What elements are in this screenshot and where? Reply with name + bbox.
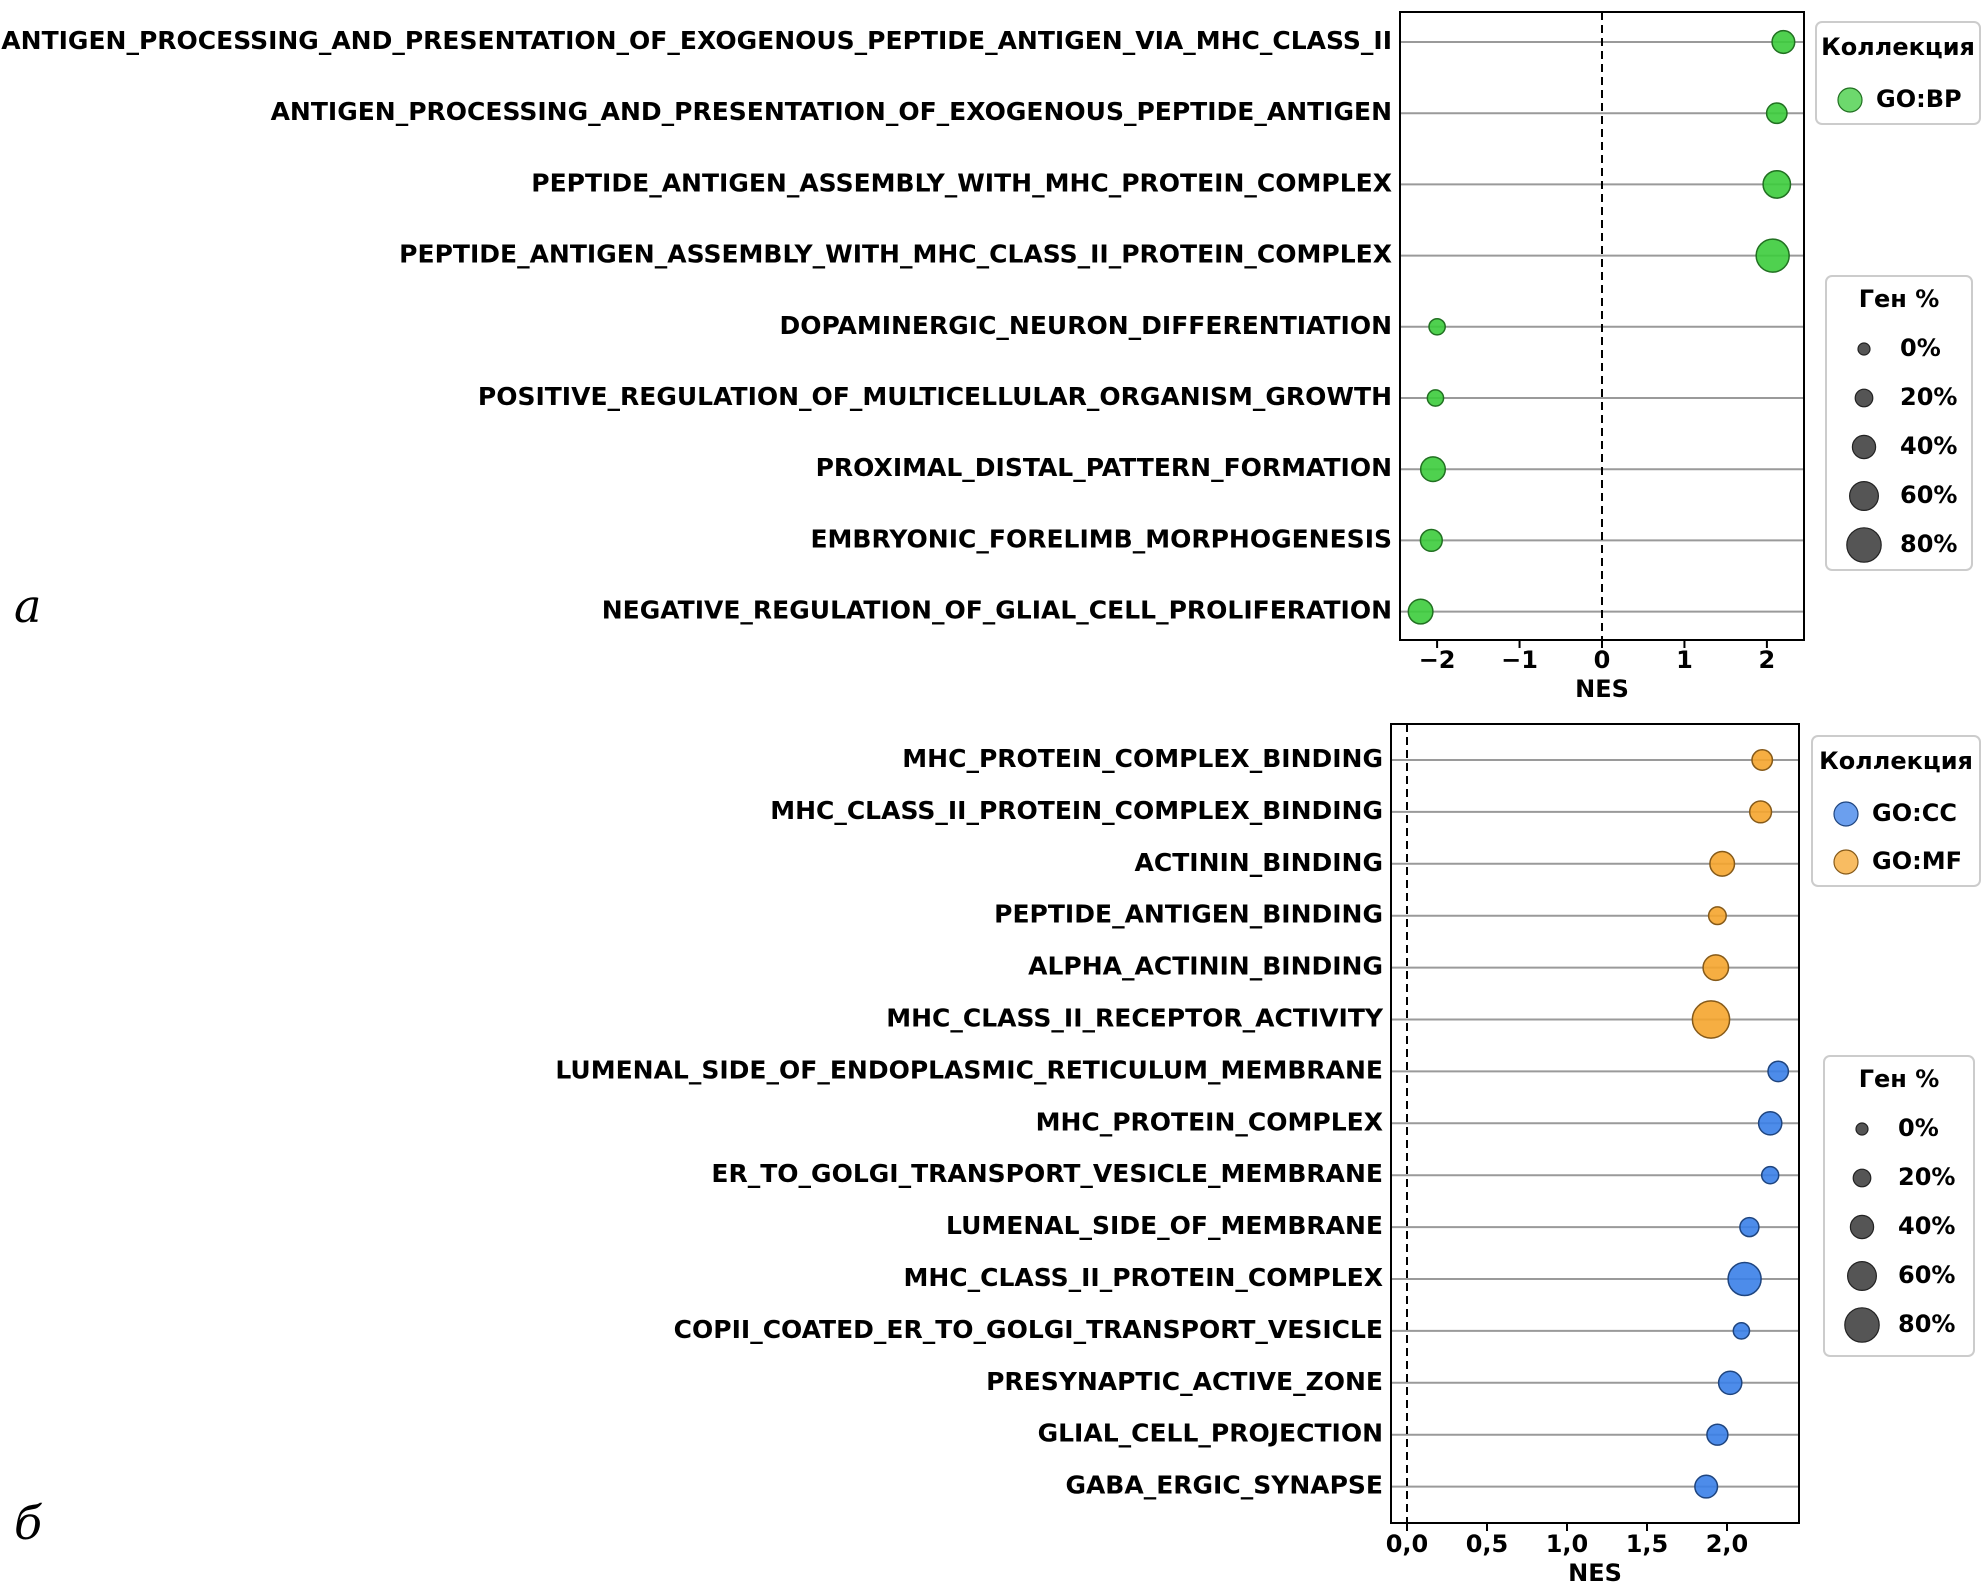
x-tick-label: 2,0: [1706, 1530, 1749, 1558]
category-label: ALPHA_ACTININ_BINDING: [1028, 952, 1383, 981]
category-label: ACTININ_BINDING: [1135, 848, 1383, 877]
legend-marker: [1837, 87, 1863, 113]
x-tick-label: 1,0: [1546, 1530, 1589, 1558]
data-point: [1762, 169, 1792, 199]
x-tick-label: −2: [1419, 646, 1456, 674]
category-label: DOPAMINERGIC_NEURON_DIFFERENTIATION: [779, 311, 1392, 340]
size-legend-marker: [1846, 527, 1882, 563]
collection-legend: [1811, 735, 1981, 887]
x-tick-label: 2: [1759, 646, 1776, 674]
size-legend-marker: [1849, 1214, 1875, 1240]
plot-frame: [1390, 723, 1800, 1524]
size-legend-marker: [1846, 1260, 1877, 1291]
data-point: [1419, 528, 1443, 553]
size-legend-marker: [1851, 434, 1877, 460]
size-legend-label: 20%: [1898, 1163, 1955, 1191]
data-point: [1767, 1060, 1790, 1083]
data-point: [1760, 1165, 1780, 1185]
data-point: [1407, 598, 1434, 625]
data-point: [1428, 317, 1446, 336]
size-legend-marker: [1857, 342, 1871, 356]
size-legend-title: Ген %: [1859, 285, 1940, 313]
category-label: ANTIGEN_PROCESSING_AND_PRESENTATION_OF_E…: [271, 97, 1392, 126]
x-tick-label: 1,5: [1626, 1530, 1669, 1558]
legend-entry-label: GO:CC: [1872, 799, 1957, 827]
data-point: [1765, 102, 1788, 125]
x-axis-label: NES: [1568, 1559, 1622, 1587]
panel-b: б MHC_PROTEIN_COMPLEX_BINDING MHC_CLASS_II…: [14, 723, 1981, 1587]
category-label: POSITIVE_REGULATION_OF_MULTICELLULAR_ORG…: [478, 382, 1392, 411]
size-legend-marker: [1844, 1307, 1880, 1343]
category-label: MHC_CLASS_II_PROTEIN_COMPLEX: [903, 1263, 1383, 1292]
data-point: [1755, 238, 1790, 273]
collection-legend-title: Коллекция: [1819, 747, 1973, 775]
category-label: GLIAL_CELL_PROJECTION: [1038, 1419, 1383, 1448]
data-point: [1727, 1261, 1762, 1297]
size-legend-marker: [1855, 1122, 1869, 1136]
size-legend-label: 40%: [1900, 432, 1957, 460]
x-tick-label: 0,5: [1466, 1530, 1509, 1558]
size-legend-label: 60%: [1900, 481, 1957, 509]
category-label: PROXIMAL_DISTAL_PATTERN_FORMATION: [816, 453, 1392, 482]
x-axis-label: NES: [1575, 675, 1629, 703]
data-point: [1757, 1110, 1783, 1136]
category-label: MHC_PROTEIN_COMPLEX_BINDING: [902, 744, 1383, 773]
size-legend-label: 80%: [1900, 530, 1957, 558]
data-point: [1732, 1322, 1751, 1340]
x-tick-label: 1: [1676, 646, 1693, 674]
data-point: [1717, 1370, 1743, 1396]
data-point: [1419, 456, 1447, 483]
data-point: [1694, 1474, 1719, 1499]
size-legend-marker: [1854, 388, 1874, 408]
x-tick-label: 0: [1594, 646, 1611, 674]
category-label: ANTIGEN_PROCESSING_AND_PRESENTATION_OF_E…: [1, 26, 1392, 55]
size-legend: [1825, 275, 1973, 571]
category-label: NEGATIVE_REGULATION_OF_GLIAL_CELL_PROLIF…: [602, 596, 1392, 625]
legend-entry-label: GO:MF: [1872, 847, 1962, 875]
category-label: LUMENAL_SIDE_OF_ENDOPLASMIC_RETICULUM_ME…: [555, 1055, 1383, 1084]
data-point: [1702, 954, 1730, 982]
legend-marker: [1833, 801, 1859, 827]
data-point: [1751, 749, 1774, 771]
size-legend-title: Ген %: [1859, 1065, 1940, 1093]
data-point: [1426, 389, 1445, 407]
collection-legend-title: Коллекция: [1821, 33, 1975, 61]
category-label: PEPTIDE_ANTIGEN_ASSEMBLY_WITH_MHC_CLASS_…: [399, 240, 1392, 269]
category-label: MHC_CLASS_II_PROTEIN_COMPLEX_BINDING: [770, 796, 1383, 825]
category-label: GABA_ERGIC_SYNAPSE: [1065, 1471, 1383, 1500]
size-legend-label: 20%: [1900, 383, 1957, 411]
category-label: MHC_PROTEIN_COMPLEX: [1036, 1107, 1383, 1136]
x-tick-label: −1: [1501, 646, 1538, 674]
data-point: [1748, 800, 1773, 824]
data-point: [1691, 1000, 1731, 1039]
category-label: MHC_CLASS_II_RECEPTOR_ACTIVITY: [886, 1004, 1384, 1033]
category-label: PEPTIDE_ANTIGEN_ASSEMBLY_WITH_MHC_PROTEI…: [531, 168, 1392, 197]
category-label: PRESYNAPTIC_ACTIVE_ZONE: [986, 1367, 1383, 1396]
category-label: COPII_COATED_ER_TO_GOLGI_TRANSPORT_VESIC…: [674, 1315, 1383, 1344]
data-point: [1739, 1216, 1760, 1238]
category-label: PEPTIDE_ANTIGEN_BINDING: [994, 900, 1383, 929]
data-point: [1706, 1423, 1729, 1446]
size-legend-marker: [1852, 1168, 1872, 1188]
category-label: EMBRYONIC_FORELIMB_MORPHOGENESIS: [810, 524, 1392, 553]
size-legend-label: 60%: [1898, 1261, 1955, 1289]
category-label: LUMENAL_SIDE_OF_MEMBRANE: [946, 1211, 1383, 1240]
size-legend-label: 80%: [1898, 1310, 1955, 1338]
data-point: [1707, 906, 1727, 926]
panel-a: а ANTIGEN_PROCESSING_AND_PRESENTATION_OF_…: [1, 11, 1981, 703]
panel-label: б: [14, 1496, 43, 1550]
legend-entry-label: GO:BP: [1876, 85, 1962, 113]
data-point: [1709, 850, 1736, 877]
category-label: ER_TO_GOLGI_TRANSPORT_VESICLE_MEMBRANE: [711, 1159, 1383, 1188]
panel-label: а: [14, 579, 41, 633]
size-legend-marker: [1848, 481, 1879, 512]
size-legend-label: 40%: [1898, 1212, 1955, 1240]
size-legend-label: 0%: [1898, 1114, 1939, 1142]
x-tick-label: 0,0: [1386, 1530, 1429, 1558]
legend-marker: [1833, 849, 1859, 875]
size-legend-label: 0%: [1900, 334, 1941, 362]
data-point: [1771, 29, 1796, 55]
